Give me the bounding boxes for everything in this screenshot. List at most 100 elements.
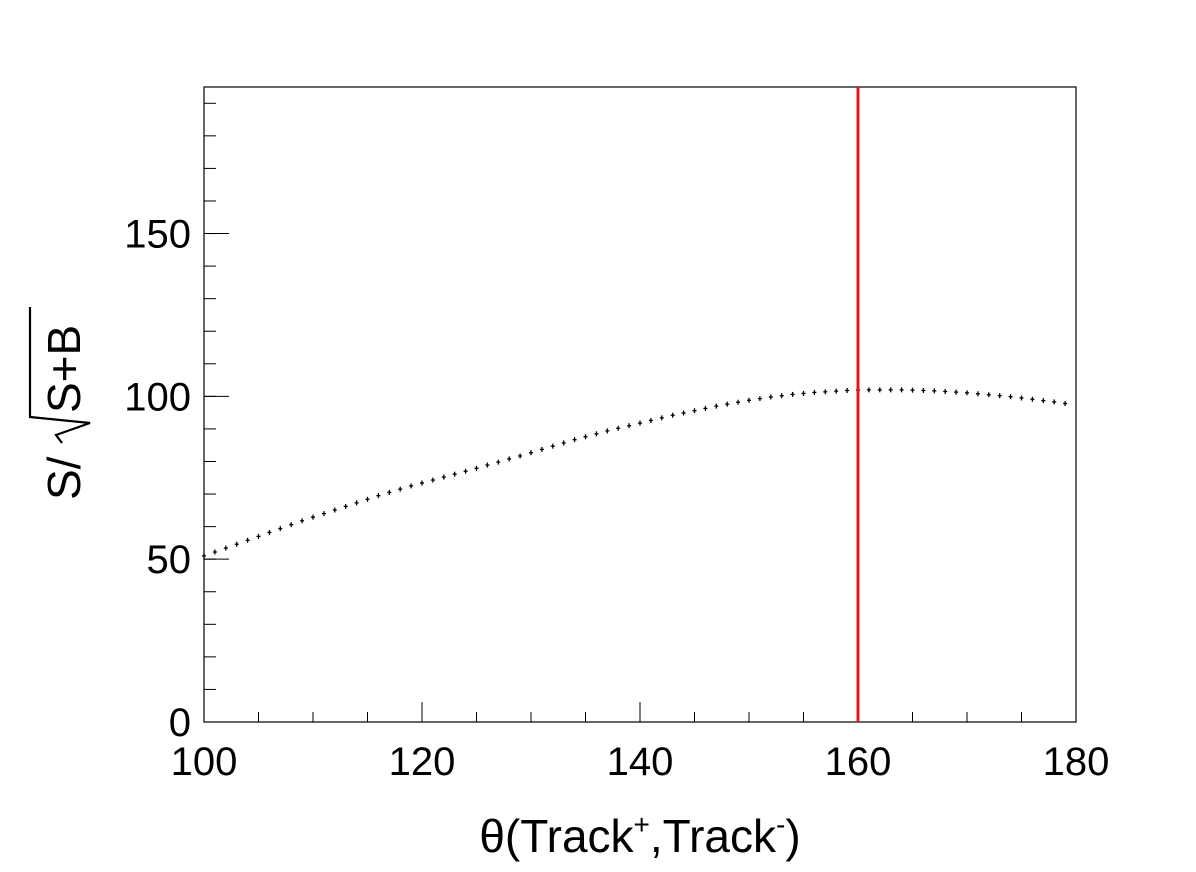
data-point bbox=[409, 483, 414, 489]
data-point bbox=[594, 431, 599, 437]
data-point bbox=[550, 443, 555, 449]
data-point bbox=[736, 399, 741, 405]
data-point bbox=[278, 526, 283, 532]
data-point bbox=[954, 389, 959, 395]
data-point bbox=[496, 459, 501, 465]
data-point bbox=[670, 412, 675, 418]
data-point bbox=[747, 397, 751, 403]
data-point bbox=[256, 533, 261, 539]
data-point bbox=[616, 425, 621, 431]
data-point bbox=[757, 396, 762, 402]
data-point bbox=[507, 456, 512, 462]
tick-labels: 100 120 140 160 180 0 50 100 150 bbox=[124, 213, 1109, 784]
data-point bbox=[572, 437, 577, 443]
data-point bbox=[648, 417, 653, 423]
data-point bbox=[986, 392, 991, 398]
data-point bbox=[1019, 395, 1024, 401]
data-point bbox=[692, 408, 697, 414]
data-point bbox=[888, 387, 893, 393]
data-point bbox=[343, 503, 348, 509]
data-point bbox=[801, 390, 806, 396]
x-tick-label: 120 bbox=[389, 740, 456, 784]
y-axis-title-radicand: S+B bbox=[38, 325, 90, 413]
data-point bbox=[441, 474, 446, 480]
data-point bbox=[845, 387, 850, 393]
data-point bbox=[605, 428, 610, 434]
data-point bbox=[387, 489, 392, 495]
data-point bbox=[430, 477, 435, 483]
x-axis-title: θ(Track+,Track-) bbox=[479, 809, 800, 862]
data-point bbox=[1063, 401, 1068, 407]
y-tick-label: 100 bbox=[124, 375, 191, 419]
data-point bbox=[768, 394, 773, 400]
data-point bbox=[659, 415, 664, 421]
y-tick-label: 50 bbox=[147, 538, 192, 582]
data-point bbox=[223, 545, 228, 551]
x-axis-title-suffix: ) bbox=[785, 810, 800, 862]
data-point bbox=[311, 514, 315, 520]
data-point bbox=[561, 440, 566, 446]
data-point bbox=[1008, 394, 1013, 400]
data-point bbox=[627, 423, 632, 429]
data-point bbox=[234, 541, 239, 547]
data-point bbox=[202, 553, 206, 559]
x-tick-label: 180 bbox=[1043, 740, 1110, 784]
data-point bbox=[332, 507, 337, 513]
y-axis-title-prefix: S/ bbox=[38, 456, 90, 500]
data-point bbox=[212, 549, 217, 555]
data-point bbox=[289, 522, 294, 528]
data-point bbox=[714, 403, 719, 409]
data-point bbox=[518, 453, 523, 459]
data-point bbox=[529, 450, 533, 456]
data-point bbox=[267, 529, 272, 535]
data-point bbox=[790, 391, 795, 397]
data-point bbox=[1052, 399, 1057, 405]
data-point bbox=[975, 391, 980, 397]
data-point bbox=[965, 390, 969, 396]
x-tick-label: 160 bbox=[825, 740, 892, 784]
y-tick-label: 150 bbox=[124, 213, 191, 257]
data-point bbox=[376, 493, 381, 499]
x-axis-title-prefix: θ(Track bbox=[479, 810, 634, 862]
data-point bbox=[943, 388, 948, 394]
data-point bbox=[638, 420, 642, 426]
data-point bbox=[300, 518, 305, 524]
y-axis-title: S/ S+B bbox=[28, 307, 91, 500]
data-point bbox=[539, 446, 544, 452]
data-point bbox=[866, 387, 871, 393]
x-axis-title-sup-plus: + bbox=[634, 809, 650, 840]
data-point bbox=[725, 401, 730, 407]
data-point bbox=[877, 387, 882, 393]
x-axis-title-middle: ,Track bbox=[650, 810, 777, 862]
x-axis-title-sup-minus: - bbox=[776, 809, 785, 840]
data-point bbox=[997, 393, 1002, 399]
data-point bbox=[812, 389, 817, 395]
data-point bbox=[420, 480, 424, 486]
data-point bbox=[463, 468, 468, 474]
data-point bbox=[1030, 396, 1035, 402]
data-point bbox=[398, 486, 403, 492]
data-point bbox=[354, 500, 359, 506]
data-point bbox=[1041, 398, 1046, 404]
data-point bbox=[932, 388, 937, 394]
data-point bbox=[321, 511, 326, 517]
data-point bbox=[452, 471, 457, 477]
sqrt-symbol bbox=[28, 307, 91, 444]
data-point bbox=[681, 410, 686, 416]
x-tick-label: 100 bbox=[171, 740, 238, 784]
data-point bbox=[823, 389, 828, 395]
data-point bbox=[485, 462, 490, 468]
data-point bbox=[583, 434, 588, 440]
data-point bbox=[245, 537, 250, 543]
data-point bbox=[834, 388, 839, 394]
data-point bbox=[779, 393, 784, 399]
data-point bbox=[899, 387, 904, 393]
data-point bbox=[921, 387, 926, 393]
data-point bbox=[365, 496, 370, 502]
data-point bbox=[474, 465, 479, 471]
x-tick-label: 140 bbox=[607, 740, 674, 784]
data-point bbox=[703, 405, 708, 411]
data-point bbox=[910, 387, 915, 393]
